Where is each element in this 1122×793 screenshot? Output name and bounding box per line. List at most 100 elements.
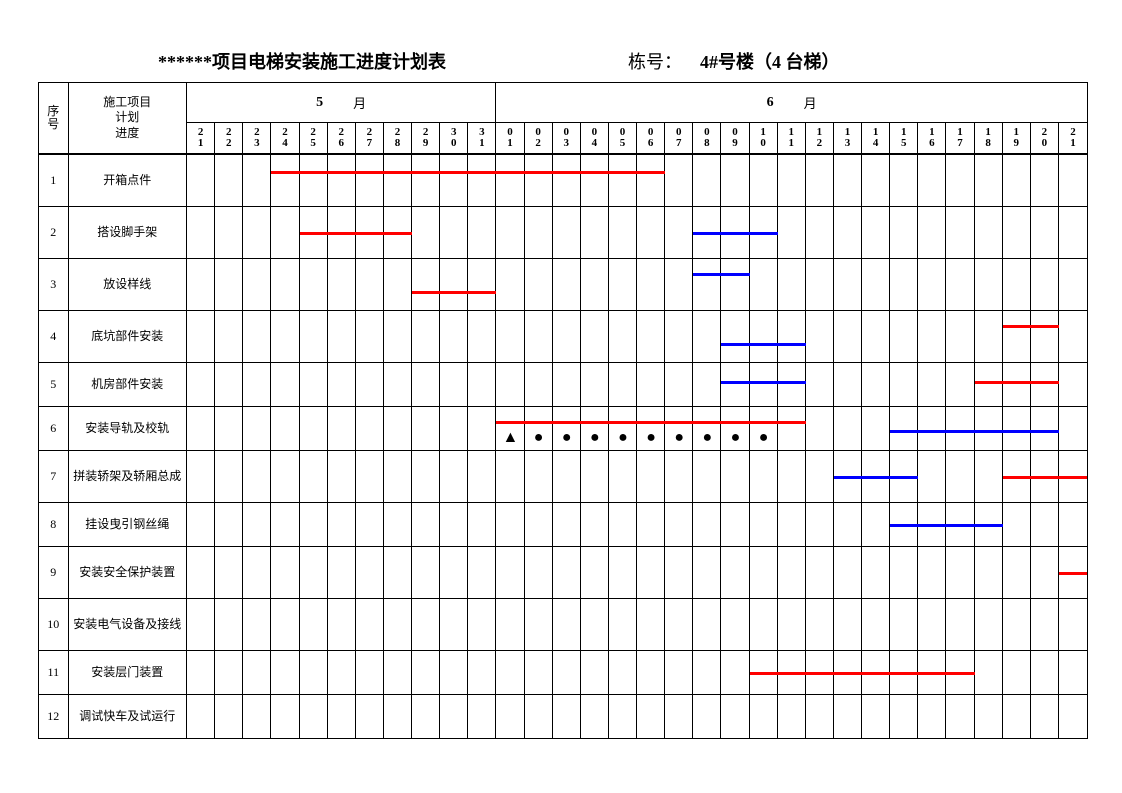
gantt-bar bbox=[496, 421, 805, 424]
gantt-cell bbox=[1003, 155, 1031, 206]
gantt-cell bbox=[384, 599, 412, 650]
task-name: 底坑部件安装 bbox=[69, 311, 187, 362]
gantt-cell bbox=[693, 311, 721, 362]
gantt-bar bbox=[1003, 476, 1087, 479]
gantt-cell bbox=[440, 407, 468, 450]
gantt-cell bbox=[412, 155, 440, 206]
gantt-cell bbox=[553, 599, 581, 650]
task-row: 2搭设脚手架 bbox=[39, 206, 1087, 258]
gantt-cell bbox=[1003, 259, 1031, 310]
day-header: 29 bbox=[412, 123, 440, 153]
task-seq: 6 bbox=[39, 407, 69, 450]
task-row: 9安装安全保护装置 bbox=[39, 546, 1087, 598]
gantt-cell bbox=[1059, 407, 1087, 450]
gantt-symbol: ● bbox=[702, 430, 712, 446]
gantt-cell bbox=[496, 207, 524, 258]
gantt-cell bbox=[553, 155, 581, 206]
gantt-cell bbox=[1031, 599, 1059, 650]
gantt-cell bbox=[553, 695, 581, 738]
gantt-cell bbox=[356, 651, 384, 694]
gantt-cell bbox=[862, 547, 890, 598]
gantt-cell bbox=[271, 207, 299, 258]
gantt-cell bbox=[440, 451, 468, 502]
day-header: 05 bbox=[609, 123, 637, 153]
gantt-cell bbox=[1031, 207, 1059, 258]
gantt-cell bbox=[187, 651, 215, 694]
title-building-value: 4#号楼（4 台梯） bbox=[700, 48, 840, 74]
gantt-cell bbox=[356, 599, 384, 650]
gantt-cell bbox=[890, 207, 918, 258]
gantt-cell bbox=[890, 547, 918, 598]
day-header: 23 bbox=[243, 123, 271, 153]
day-header: 03 bbox=[553, 123, 581, 153]
gantt-cell bbox=[412, 599, 440, 650]
task-row: 11安装层门装置 bbox=[39, 650, 1087, 694]
gantt-cell bbox=[918, 207, 946, 258]
gantt-cell bbox=[918, 155, 946, 206]
task-name: 安装导轨及校轨 bbox=[69, 407, 187, 450]
gantt-cell bbox=[750, 695, 778, 738]
task-row: 10安装电气设备及接线 bbox=[39, 598, 1087, 650]
gantt-cell bbox=[328, 695, 356, 738]
day-header: 28 bbox=[384, 123, 412, 153]
gantt-cell bbox=[665, 155, 693, 206]
task-seq: 7 bbox=[39, 451, 69, 502]
gantt-cell bbox=[693, 599, 721, 650]
header-seq: 序 号 bbox=[39, 83, 69, 153]
gantt-cell bbox=[581, 311, 609, 362]
gantt-cell bbox=[496, 155, 524, 206]
task-row: 12调试快车及试运行 bbox=[39, 694, 1087, 738]
gantt-cell bbox=[834, 363, 862, 406]
gantt-cell bbox=[862, 207, 890, 258]
gantt-cell bbox=[1003, 311, 1031, 362]
gantt-cell bbox=[862, 695, 890, 738]
gantt-cell bbox=[412, 407, 440, 450]
gantt-cell bbox=[946, 311, 974, 362]
gantt-area bbox=[187, 503, 1087, 546]
task-seq: 12 bbox=[39, 695, 69, 738]
gantt-area bbox=[187, 259, 1087, 310]
gantt-cell bbox=[300, 599, 328, 650]
header-task: 施工项目 计划 进度 bbox=[69, 83, 187, 153]
gantt-cell bbox=[496, 311, 524, 362]
gantt-cell bbox=[834, 207, 862, 258]
task-row: 5机房部件安装 bbox=[39, 362, 1087, 406]
gantt-cell bbox=[1031, 547, 1059, 598]
gantt-cell bbox=[496, 259, 524, 310]
gantt-cell bbox=[778, 547, 806, 598]
gantt-cell bbox=[975, 547, 1003, 598]
gantt-cell bbox=[215, 451, 243, 502]
gantt-cell bbox=[750, 503, 778, 546]
month-header: 6月 bbox=[496, 83, 1087, 122]
gantt-cell bbox=[243, 207, 271, 258]
gantt-cell bbox=[468, 547, 496, 598]
task-row: 6安装导轨及校轨▲●●●●●●●●● bbox=[39, 406, 1087, 450]
gantt-cell bbox=[271, 451, 299, 502]
task-seq: 11 bbox=[39, 651, 69, 694]
gantt-cell bbox=[1031, 363, 1059, 406]
gantt-cell bbox=[215, 599, 243, 650]
gantt-cell bbox=[384, 451, 412, 502]
gantt-cell bbox=[890, 311, 918, 362]
gantt-cell bbox=[356, 407, 384, 450]
day-header: 18 bbox=[975, 123, 1003, 153]
gantt-cell bbox=[834, 547, 862, 598]
gantt-cell bbox=[300, 503, 328, 546]
gantt-cell bbox=[918, 363, 946, 406]
gantt-cell bbox=[834, 695, 862, 738]
gantt-cell bbox=[721, 259, 749, 310]
gantt-cell bbox=[553, 363, 581, 406]
gantt-cell bbox=[300, 407, 328, 450]
gantt-area bbox=[187, 651, 1087, 694]
gantt-cell bbox=[328, 311, 356, 362]
task-seq: 3 bbox=[39, 259, 69, 310]
day-header: 04 bbox=[581, 123, 609, 153]
gantt-cell bbox=[806, 407, 834, 450]
gantt-cell bbox=[328, 363, 356, 406]
gantt-cell bbox=[215, 311, 243, 362]
gantt-cell bbox=[468, 259, 496, 310]
task-seq: 5 bbox=[39, 363, 69, 406]
gantt-cell bbox=[440, 363, 468, 406]
gantt-cell bbox=[890, 599, 918, 650]
gantt-cell bbox=[271, 547, 299, 598]
